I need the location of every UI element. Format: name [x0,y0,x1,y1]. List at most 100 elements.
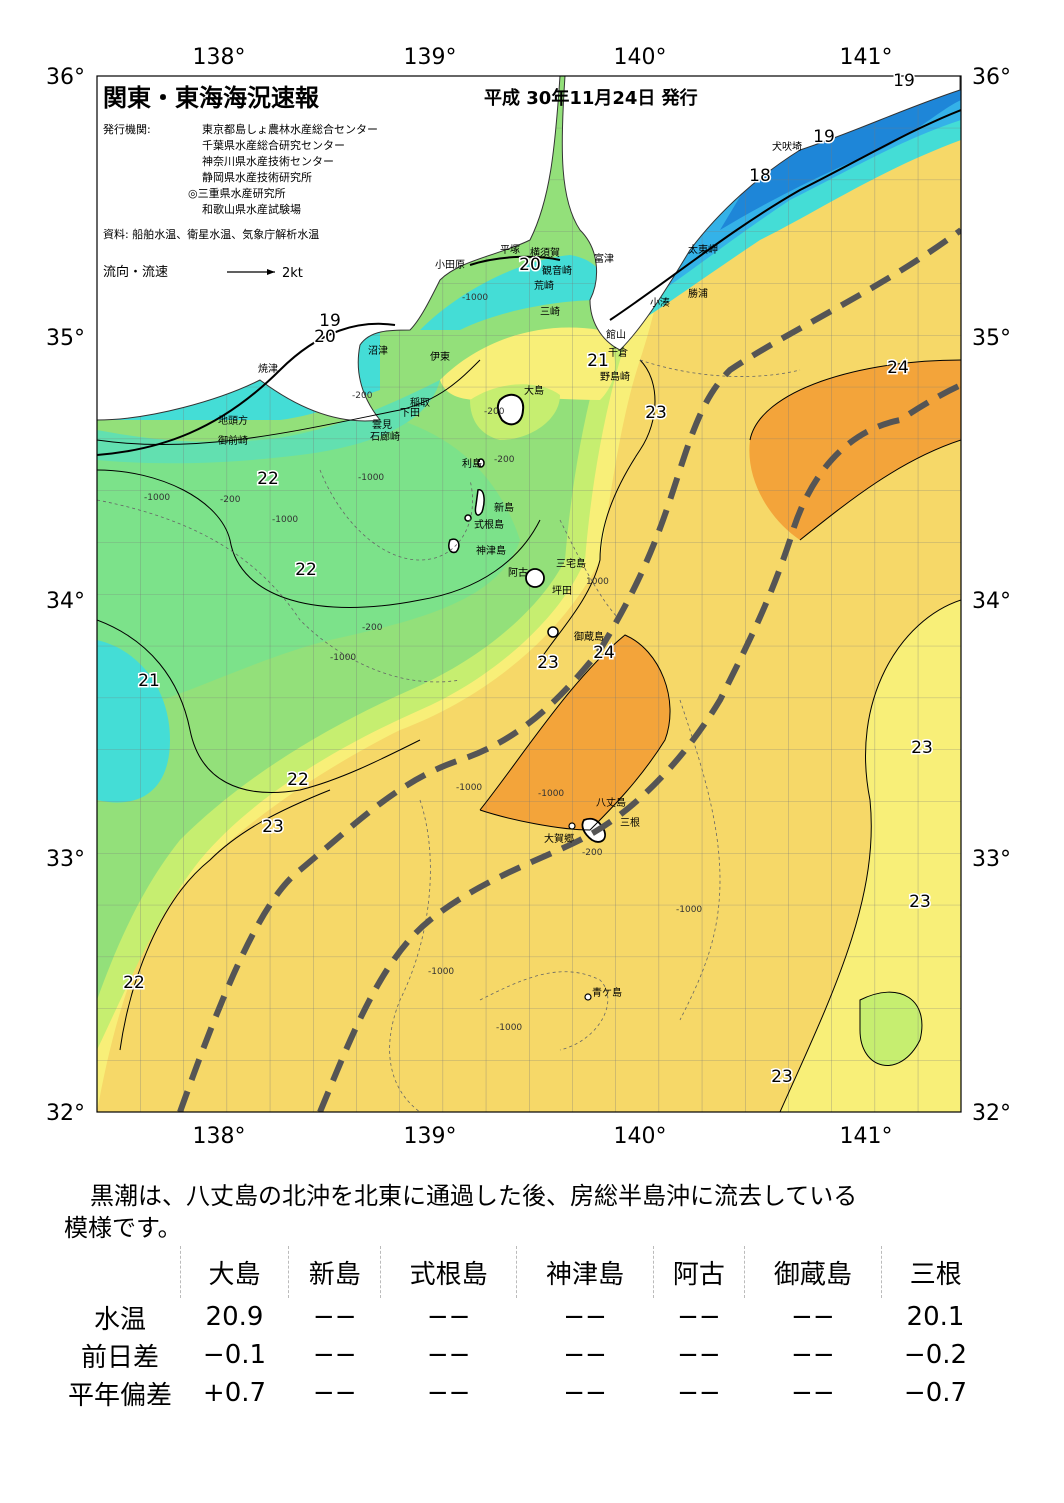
place-nojimazaki: 野島崎 [600,370,630,383]
place-kumomi: 雲見 [372,419,392,431]
place-mitsune: 三根 [620,816,640,829]
lat-label-left-33: 33° [46,847,85,872]
table-cell: −0.7 [903,1378,968,1408]
isotherm-label: 22 [295,560,317,580]
lat-label-left-34: 34° [46,589,85,614]
table-cell: −0.1 [202,1340,267,1370]
place-tomitsu: 富津 [594,252,614,265]
depth-label: -200 [362,623,383,633]
isotherm-label: 22 [287,770,309,790]
place-misaki: 三崎 [540,305,560,318]
isotherm-bold-lines [97,109,961,456]
island-kohachijo [568,822,576,830]
place-arasaki: 荒崎 [534,279,554,292]
lat-label-right-34: 34° [972,589,1011,614]
place-ako: 阿古 [508,566,528,579]
table-cell: −0.2 [903,1340,968,1370]
kuroshio-axis [177,227,961,1112]
lon-label-bottom-138: 138° [193,1124,246,1149]
table-cell: −− [677,1378,721,1408]
place-hachijojima: 八丈島 [596,796,626,809]
publisher-1: 東京都島しょ農林水産総合センター [202,122,378,136]
place-inatori: 稲取 [410,397,430,409]
table-cell: 20.9 [205,1302,264,1332]
depth-label: -1000 [272,515,298,525]
depth-label: -1000 [358,473,384,483]
island-niijima [474,489,485,516]
place-tateyama: 館山 [606,328,626,341]
station-header: 神津島 [516,1246,654,1298]
depth-label: -200 [484,407,505,417]
place-hiratsuka: 平塚 [500,244,520,256]
place-yaizu: 焼津 [258,363,278,375]
place-kozushima: 神津島 [476,544,506,557]
isotherm-label: 23 [645,403,667,423]
lon-label-top-138: 138° [193,45,246,70]
depth-label: -200 [352,391,373,401]
place-shikinejima: 式根島 [474,518,504,531]
lat-label-right-32: 32° [972,1101,1011,1126]
table-cell: −− [312,1340,357,1370]
isotherm-label: 20 [314,327,336,347]
depth-label: -1000 [676,905,702,915]
table-cell: −− [677,1340,721,1370]
depth-label: -1000 [462,293,488,303]
table-cell: −− [426,1378,471,1408]
island-toshima [477,458,485,468]
isotherm-label: 22 [123,973,145,993]
current-legend-value: 2kt [282,266,303,281]
isotherm-label: 19 [319,311,341,331]
table-cell: −− [426,1302,471,1332]
station-header: 大島 [179,1246,289,1298]
depth-label: -200 [220,495,241,505]
island-oshima [496,393,525,426]
station-header: 阿古 [652,1246,745,1298]
depth-label: -1000 [456,783,482,793]
place-numazu: 沼津 [368,344,388,357]
place-toshima: 利島 [462,457,482,470]
publisher-label: 発行機関: [103,122,151,136]
publisher-5: ◎三重県水産研究所 [188,186,286,200]
table-cell: −− [312,1302,357,1332]
table-cell: −− [791,1340,835,1370]
place-mikurajima: 御蔵島 [574,630,604,643]
isotherm-label: 18 [749,166,771,186]
isotherm-label: 19 [893,71,915,91]
lat-label-right-33: 33° [972,847,1011,872]
summary-line-2: 模様です。 [64,1214,182,1242]
table-cell: −− [312,1378,357,1408]
temperature-field [97,76,961,1112]
publisher-4: 静岡県水産技術研究所 [202,170,312,184]
place-jitogata: 地頭方 [218,414,248,427]
table-cell: +0.7 [202,1378,267,1408]
place-taitozaki: 太東岬 [688,243,718,256]
place-odawara: 小田原 [435,259,465,271]
island-aogashima [584,993,592,1001]
depth-label: 1000 [586,577,609,587]
map-border [96,75,962,1113]
station-header-row: 大島 新島 式根島 神津島 阿古 御蔵島 三根 [60,1246,990,1298]
land-honshu [97,76,561,422]
sea-temperature-map: 関東・東海海況速報 平成 30年11月24日 発行 発行機関: 東京都島しょ農林… [46,45,1011,1149]
current-legend-arrowhead [267,269,275,275]
depth-contours [97,359,801,1112]
place-omaezaki: 御前崎 [218,434,248,447]
table-cell: 20.1 [906,1302,965,1332]
island-mikurajima [547,626,559,638]
lon-label-top-141: 141° [840,45,893,70]
place-chikura: 千倉 [608,346,628,359]
isotherm-label: 23 [771,1067,793,1087]
lon-label-top-140: 140° [614,45,667,70]
station-header: 御蔵島 [744,1246,881,1298]
depth-label: -200 [494,455,515,465]
table-cell: −− [563,1340,607,1370]
isotherm-label: 23 [911,738,933,758]
station-header: 三根 [880,1246,990,1298]
place-kannonzaki: 観音崎 [542,264,572,277]
station-header: 新島 [288,1246,381,1298]
isotherm-label: 22 [257,469,279,489]
table-row: 前日差 −0.1 −− −− −− −− −− −0.2 [60,1336,990,1374]
depth-label: -1000 [538,789,564,799]
place-katsuura: 勝浦 [688,287,708,300]
table-row: 水温 20.9 −− −− −− −− −− 20.1 [60,1298,990,1336]
